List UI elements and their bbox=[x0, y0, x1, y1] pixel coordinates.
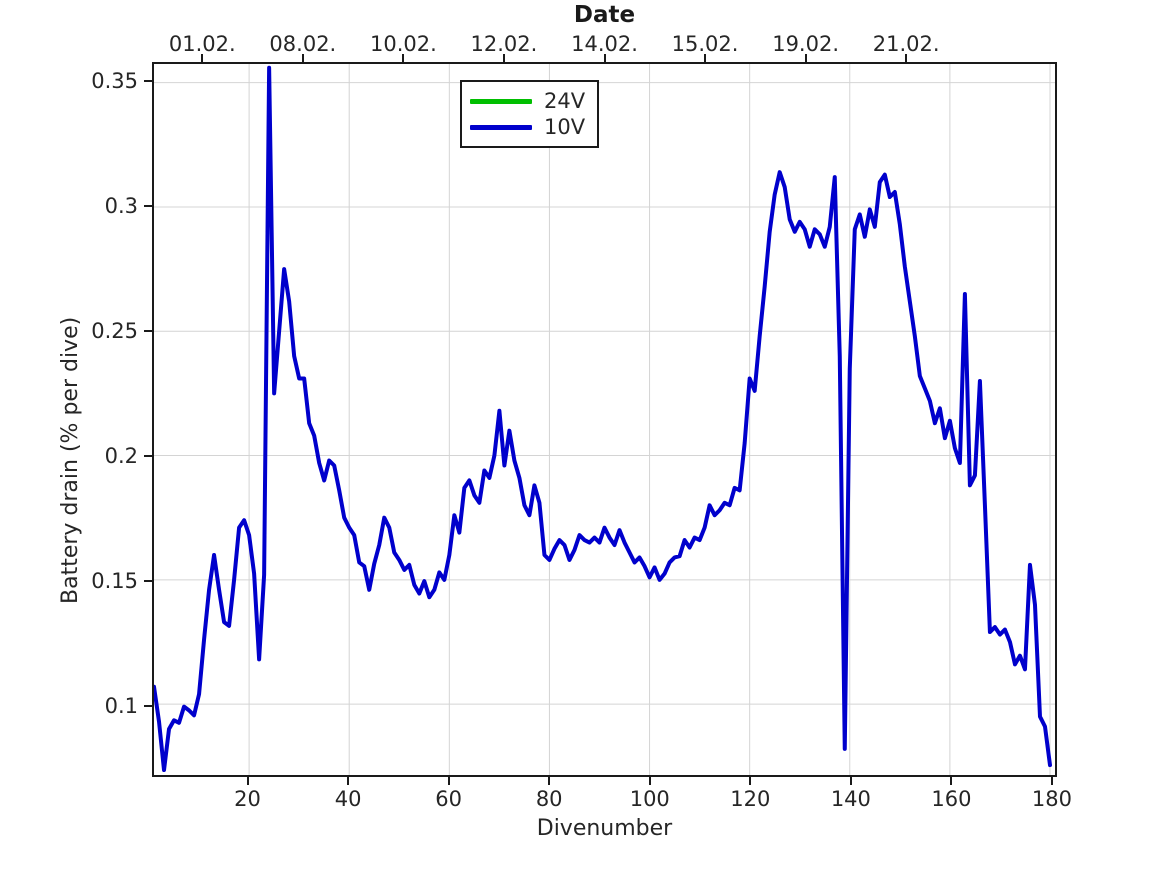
top-axis-tick-label: 14.02. bbox=[571, 32, 638, 56]
y-tick-mark bbox=[144, 329, 152, 332]
top-axis-tick-label: 12.02. bbox=[470, 32, 538, 56]
x-axis-label: Divenumber bbox=[536, 816, 673, 841]
top-tick-mark bbox=[402, 54, 405, 62]
x-tick-label: 100 bbox=[629, 787, 670, 811]
top-axis-tick-label: 01.02. bbox=[168, 32, 236, 56]
legend-color-swatch-24v bbox=[470, 98, 532, 104]
x-tick-mark bbox=[447, 777, 450, 785]
legend-item: 24V bbox=[470, 88, 585, 114]
top-tick-mark bbox=[704, 54, 707, 62]
legend: 24V 10V bbox=[460, 80, 600, 148]
top-axis-tick-label: 19.02. bbox=[772, 32, 840, 56]
top-axis-title: Date bbox=[573, 2, 636, 28]
top-axis-tick-label: 15.02. bbox=[671, 32, 739, 56]
x-tick-label: 160 bbox=[931, 787, 972, 811]
x-tick-label: 20 bbox=[234, 787, 261, 811]
x-tick-mark bbox=[246, 777, 249, 785]
x-tick-mark bbox=[749, 777, 752, 785]
x-tick-label: 120 bbox=[730, 787, 771, 811]
x-tick-mark bbox=[849, 777, 852, 785]
x-tick-label: 80 bbox=[535, 787, 563, 811]
x-tick-mark bbox=[548, 777, 551, 785]
top-tick-mark bbox=[804, 54, 807, 62]
top-axis-tick-label: 21.02. bbox=[872, 32, 940, 56]
plot-area bbox=[152, 62, 1057, 777]
top-axis-tick-label: 10.02. bbox=[369, 32, 437, 56]
legend-color-swatch-10v bbox=[470, 124, 532, 130]
y-tick-label: 0.15 bbox=[91, 568, 138, 593]
y-tick-label: 0.3 bbox=[104, 193, 138, 218]
x-tick-mark bbox=[1050, 777, 1053, 785]
y-tick-mark bbox=[144, 579, 152, 582]
x-tick-mark bbox=[950, 777, 953, 785]
top-tick-mark bbox=[301, 54, 304, 62]
top-tick-mark bbox=[502, 54, 505, 62]
y-tick-label: 0.1 bbox=[104, 693, 138, 718]
x-tick-label: 40 bbox=[334, 787, 362, 811]
y-tick-label: 0.25 bbox=[91, 318, 138, 343]
top-axis-tick-label: 08.02. bbox=[269, 32, 337, 56]
legend-item: 10V bbox=[470, 114, 585, 140]
top-tick-mark bbox=[603, 54, 606, 62]
y-axis-label: Battery drain (% per dive) bbox=[58, 316, 83, 604]
legend-label-10v: 10V bbox=[544, 114, 586, 139]
legend-label-24v: 24V bbox=[544, 88, 586, 113]
top-tick-mark bbox=[201, 54, 204, 62]
y-tick-mark bbox=[144, 79, 152, 82]
x-tick-mark bbox=[648, 777, 651, 785]
gridlines bbox=[154, 64, 1055, 775]
x-tick-mark bbox=[347, 777, 350, 785]
data-lines bbox=[154, 64, 1055, 775]
top-tick-mark bbox=[905, 54, 908, 62]
y-tick-label: 0.2 bbox=[104, 443, 138, 468]
x-tick-label: 180 bbox=[1031, 787, 1073, 811]
y-tick-mark bbox=[144, 204, 152, 207]
x-tick-label: 140 bbox=[830, 787, 871, 811]
y-tick-label: 0.35 bbox=[91, 68, 138, 93]
y-tick-mark bbox=[144, 454, 152, 457]
y-tick-mark bbox=[144, 704, 152, 707]
x-tick-label: 60 bbox=[435, 787, 462, 811]
